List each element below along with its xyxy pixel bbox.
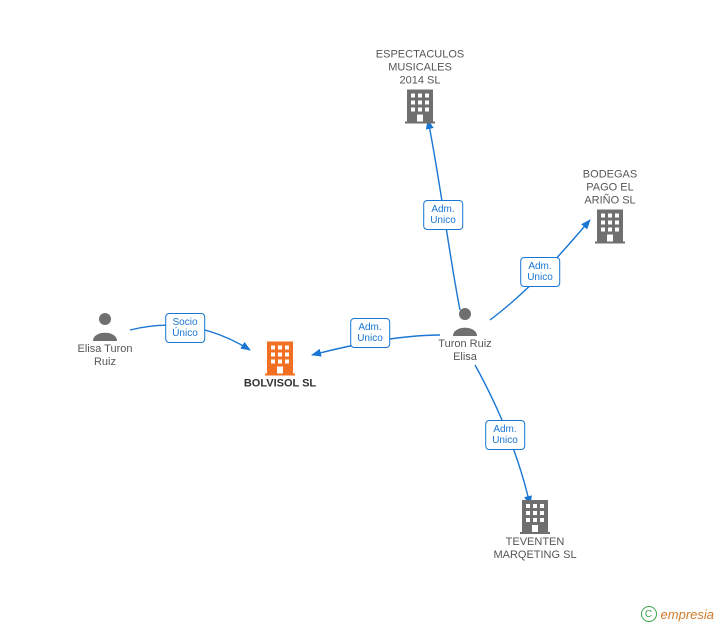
- node-label: TEVENTEN MARQETING SL: [475, 536, 595, 562]
- node-bolvisol[interactable]: BOLVISOL SL: [220, 340, 340, 391]
- building-icon: [360, 88, 480, 124]
- footer-brand: empresia: [661, 607, 714, 622]
- edge-label: Adm. Unico: [485, 420, 525, 450]
- person-icon: [45, 311, 165, 341]
- node-label: BODEGAS PAGO EL ARIÑO SL: [550, 169, 670, 208]
- node-bodegas[interactable]: BODEGAS PAGO EL ARIÑO SL: [550, 167, 670, 244]
- person-icon: [405, 306, 525, 336]
- node-label: BOLVISOL SL: [220, 378, 340, 391]
- node-espectaculos[interactable]: ESPECTACULOS MUSICALES 2014 SL: [360, 47, 480, 124]
- building-icon: [475, 498, 595, 534]
- diagram-canvas: C empresia Socio Único Adm. Unico Adm. Uni…: [0, 0, 728, 630]
- node-label: ESPECTACULOS MUSICALES 2014 SL: [360, 49, 480, 88]
- node-elisa[interactable]: Elisa Turon Ruiz: [45, 311, 165, 369]
- building-icon: [550, 208, 670, 244]
- node-turon[interactable]: Turon Ruiz Elisa: [405, 306, 525, 364]
- node-label: Elisa Turon Ruiz: [45, 343, 165, 369]
- edge-label: Adm. Unico: [520, 257, 560, 287]
- node-teventen[interactable]: TEVENTEN MARQETING SL: [475, 498, 595, 562]
- copyright-symbol: C: [641, 606, 657, 622]
- node-label: Turon Ruiz Elisa: [405, 338, 525, 364]
- footer: C empresia: [641, 606, 714, 622]
- edge-label: Socio Único: [165, 313, 205, 343]
- building-icon: [220, 340, 340, 376]
- edge-label: Adm. Unico: [423, 200, 463, 230]
- edge-label: Adm. Unico: [350, 318, 390, 348]
